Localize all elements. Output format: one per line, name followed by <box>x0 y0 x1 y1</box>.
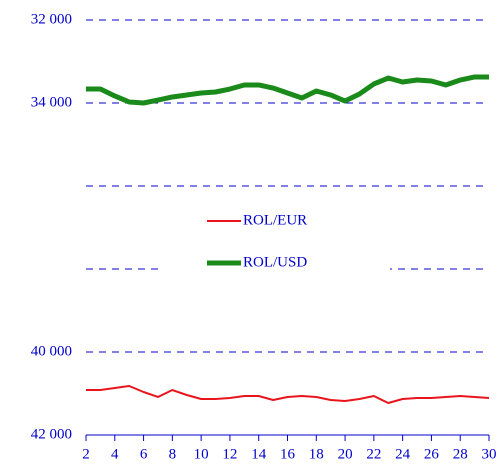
x-tick-label: 22 <box>366 446 381 462</box>
x-tick-label: 2 <box>82 446 90 462</box>
x-tick-label: 4 <box>111 446 119 462</box>
y-tick-label: 32 000 <box>31 11 72 27</box>
x-tick-label: 14 <box>251 446 267 462</box>
y-tick-label: 34 000 <box>31 94 72 110</box>
x-tick-label: 16 <box>280 446 296 462</box>
x-tick-label: 26 <box>424 446 440 462</box>
legend-label: ROL/USD <box>243 254 307 270</box>
legend: ROL/EUR ROL/USD <box>158 198 390 282</box>
x-tick-label: 6 <box>140 446 148 462</box>
x-tick-label: 28 <box>453 446 468 462</box>
x-tick-label: 24 <box>395 446 411 462</box>
y-tick-label: 42 000 <box>31 426 72 442</box>
line-series <box>86 384 490 405</box>
legend-box <box>158 198 390 282</box>
x-tick-label: 18 <box>309 446 324 462</box>
legend-label: ROL/EUR <box>243 212 307 228</box>
x-tick-label: 20 <box>338 446 353 462</box>
x-tick-label: 30 <box>482 446 497 462</box>
x-tick-label: 8 <box>169 446 177 462</box>
y-tick-label: 40 000 <box>31 343 72 359</box>
x-tick-label: 12 <box>222 446 237 462</box>
x-tick-label: 10 <box>194 446 209 462</box>
line-series <box>86 74 489 106</box>
